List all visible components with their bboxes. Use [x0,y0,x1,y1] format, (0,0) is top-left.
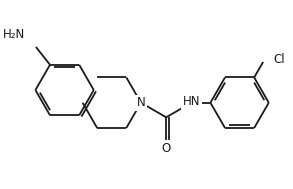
Text: O: O [161,142,171,155]
Text: HN: HN [183,95,200,108]
Text: H₂N: H₂N [3,28,25,41]
Text: Cl: Cl [273,53,285,66]
Text: N: N [137,96,145,109]
